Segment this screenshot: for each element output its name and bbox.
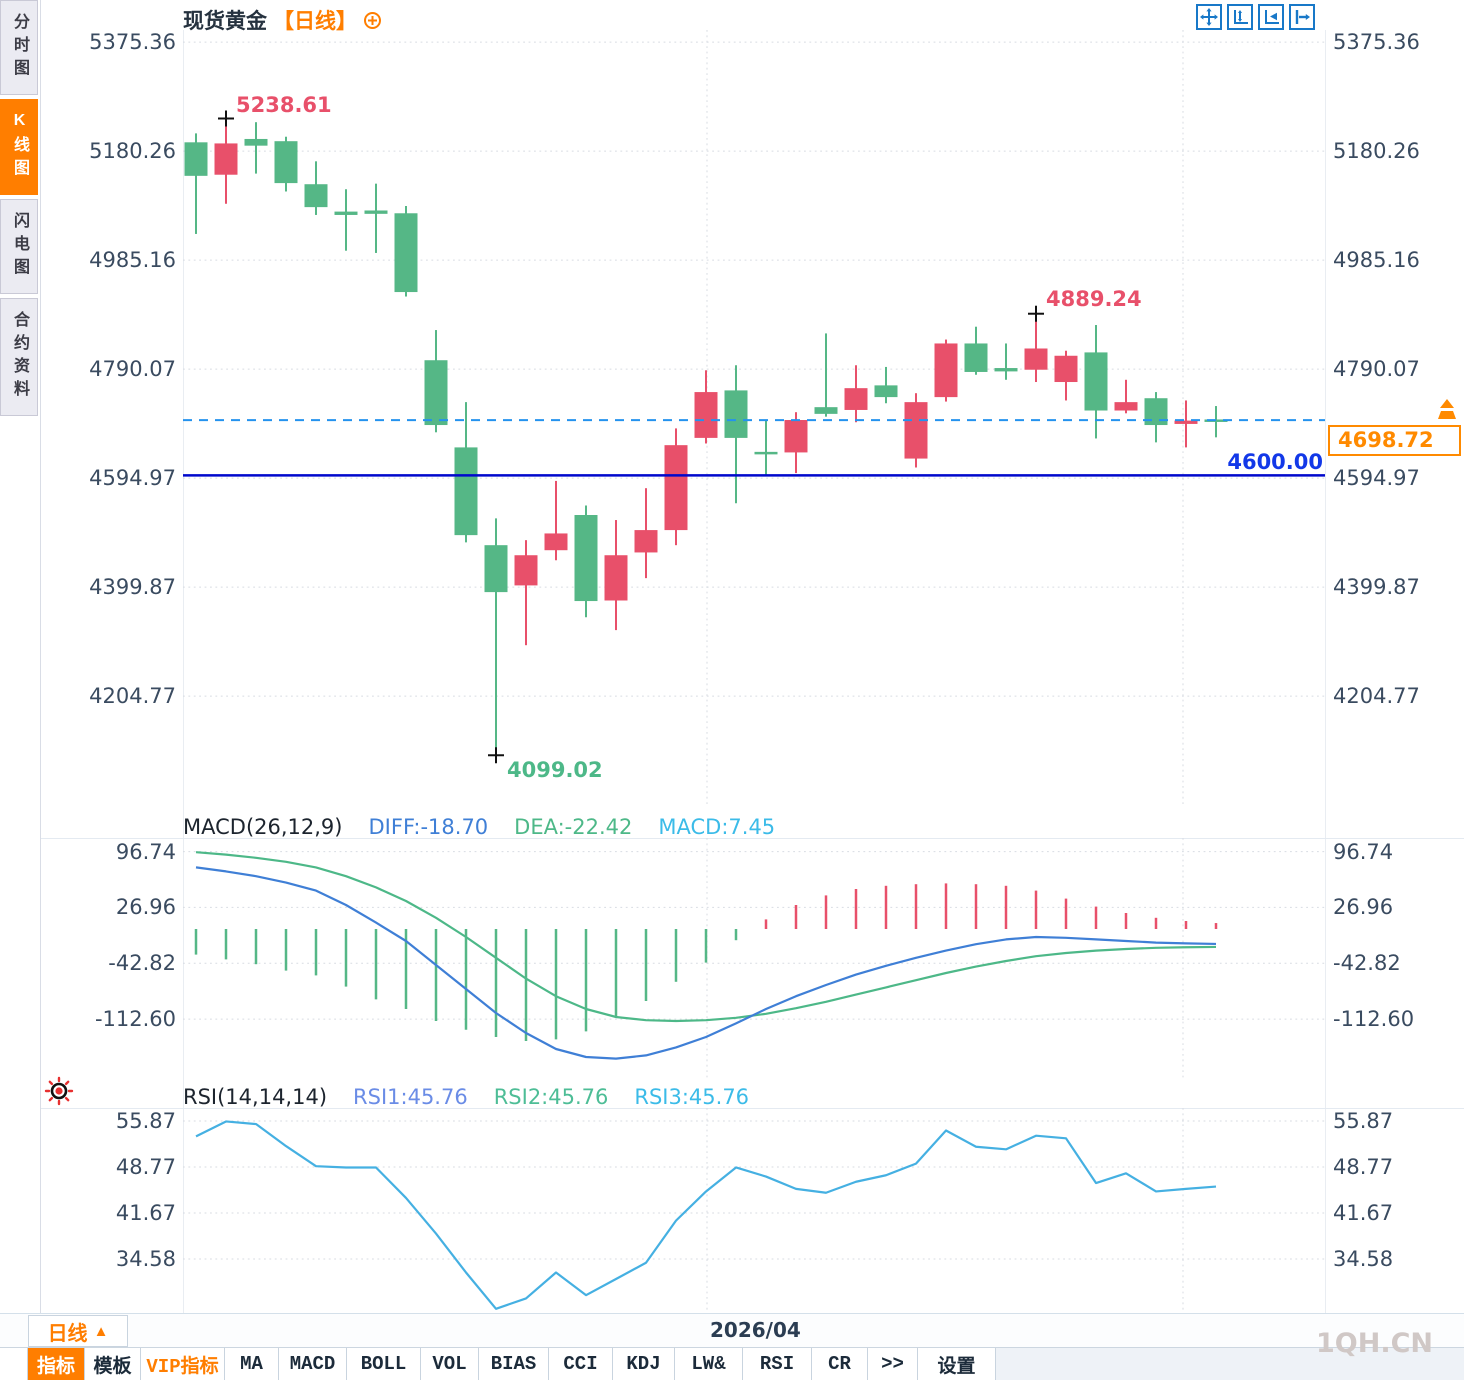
axis-tick-label: 26.96 — [1333, 895, 1394, 920]
support-line-label: 4600.00 — [1227, 450, 1323, 474]
axis-tick-label: 4594.97 — [89, 466, 176, 491]
axis-tick-label: -42.82 — [108, 951, 176, 976]
alert-beacon-icon[interactable] — [43, 1075, 75, 1112]
axis-tick-label: 4204.77 — [1333, 684, 1420, 709]
tab-VIP指标[interactable]: VIP指标 — [141, 1348, 225, 1380]
sidebar-item-1[interactable]: K线图 — [0, 99, 38, 195]
price-arrow-up-icon — [1436, 398, 1458, 427]
last-price-tag[interactable]: 4698.72 — [1328, 425, 1461, 456]
axis-tick-label: 4594.97 — [1333, 466, 1420, 491]
tab-VOL[interactable]: VOL — [421, 1348, 479, 1380]
axis-tick-label: 4399.87 — [89, 575, 176, 600]
axis-tick-label: 5375.36 — [1333, 30, 1420, 55]
tab-BIAS[interactable]: BIAS — [479, 1348, 549, 1380]
tab-指标[interactable]: 指标 — [28, 1348, 85, 1380]
tab-RSI[interactable]: RSI — [743, 1348, 812, 1380]
macd-panel-separator — [40, 838, 1464, 839]
macd-chart[interactable] — [183, 838, 1325, 1078]
price-axis-left: 5375.36 5180.26 4985.16 4790.07 4594.97 4399.… — [40, 0, 176, 1313]
period-tag: 【日线】 — [273, 10, 357, 33]
macd-macd-value: MACD:7.45 — [658, 815, 776, 839]
tab-LW&[interactable]: LW& — [675, 1348, 743, 1380]
axis-tick-label: 96.74 — [115, 839, 176, 864]
axis-tick-label: 96.74 — [1333, 839, 1394, 864]
rsi1-value: RSI1:45.76 — [353, 1085, 468, 1109]
axis-tick-label: 4204.77 — [89, 684, 176, 709]
tab->>[interactable]: >> — [868, 1348, 918, 1380]
axis-tick-label: 4399.87 — [1333, 575, 1420, 600]
macd-header: MACD(26,12,9) DIFF:-18.70 DEA:-22.42 MAC… — [183, 815, 775, 839]
axis-tick-label: 41.67 — [1333, 1201, 1394, 1226]
tab-MA[interactable]: MA — [225, 1348, 279, 1380]
sidebar-item-3[interactable]: 合约资料 — [0, 298, 38, 416]
tab-KDJ[interactable]: KDJ — [613, 1348, 675, 1380]
period-selector-button[interactable]: 日线 ▲ — [28, 1315, 128, 1347]
tab-模板[interactable]: 模板 — [85, 1348, 141, 1380]
watermark: 1QH.CN — [1316, 1328, 1434, 1359]
tab-设置[interactable]: 设置 — [918, 1348, 996, 1380]
tab-CCI[interactable]: CCI — [549, 1348, 613, 1380]
triangle-up-icon: ▲ — [93, 1322, 109, 1340]
axis-tick-label: 34.58 — [115, 1247, 176, 1271]
axis-tick-label: 4790.07 — [1333, 357, 1420, 382]
low-price-annotation: 4099.02 — [507, 758, 603, 782]
macd-diff-value: DIFF:-18.70 — [368, 815, 489, 839]
symbol-title: 现货黄金 — [183, 10, 267, 33]
axis-tick-label: 34.58 — [1333, 1247, 1394, 1271]
zoom-y-axis-icon[interactable] — [1258, 4, 1284, 30]
axis-tick-label: -42.82 — [1333, 951, 1401, 976]
secondary-high-annotation: 4889.24 — [1046, 287, 1142, 311]
high-price-annotation: 5238.61 — [236, 93, 332, 117]
plot-right-border — [1325, 30, 1326, 1313]
rsi-header: RSI(14,14,14) RSI1:45.76 RSI2:45.76 RSI3… — [183, 1085, 749, 1109]
axis-tick-label: 4985.16 — [1333, 248, 1420, 273]
plot-left-border — [183, 30, 184, 1313]
axis-tick-label: 4790.07 — [89, 357, 176, 382]
sidebar-item-0[interactable]: 分时图 — [0, 0, 38, 95]
circled-plus-icon[interactable] — [363, 11, 382, 30]
candlestick-chart[interactable] — [183, 30, 1325, 805]
price-axis-right: 5375.36 5180.26 4985.16 4790.07 4594.97 4399.… — [1333, 0, 1463, 1313]
axis-tick-label: 48.77 — [115, 1155, 176, 1180]
period-selector-label: 日线 — [47, 1322, 88, 1345]
macd-dea-value: DEA:-22.42 — [514, 815, 633, 839]
axis-tick-label: -112.60 — [94, 1007, 176, 1032]
rsi-title: RSI(14,14,14) — [183, 1085, 328, 1109]
macd-title: MACD(26,12,9) — [183, 815, 343, 839]
tab-BOLL[interactable]: BOLL — [347, 1348, 421, 1380]
axis-tick-label: 5180.26 — [1333, 139, 1420, 164]
tab-CR[interactable]: CR — [812, 1348, 868, 1380]
indicator-tab-bar: 指标 模板 VIP指标 MA MACD BOLL VOL BIAS CCI KDJ LW& RSI CR… — [0, 1347, 1464, 1380]
axis-tick-label: 55.87 — [115, 1109, 176, 1133]
axis-tick-label: 5180.26 — [89, 139, 176, 164]
axis-tick-label: -112.60 — [1333, 1007, 1415, 1032]
x-axis-date-label: 2026/04 — [710, 1318, 801, 1342]
axis-tick-label: 48.77 — [1333, 1155, 1394, 1180]
sidebar-item-2[interactable]: 闪电图 — [0, 199, 38, 294]
chart-toolbar — [1196, 4, 1315, 30]
rsi-chart[interactable] — [183, 1108, 1325, 1313]
axis-tick-label: 4985.16 — [89, 248, 176, 273]
axis-tick-label: 55.87 — [1333, 1109, 1394, 1133]
zoom-x-axis-icon[interactable] — [1227, 4, 1253, 30]
axis-tick-label: 41.67 — [115, 1201, 176, 1226]
axis-tick-label: 26.96 — [115, 895, 176, 920]
pan-right-icon[interactable] — [1289, 4, 1315, 30]
pan-move-icon[interactable] — [1196, 4, 1222, 30]
rsi3-value: RSI3:45.76 — [634, 1085, 750, 1109]
axis-tick-label: 5375.36 — [89, 30, 176, 55]
chart-title-row: 现货黄金 【日线】 — [183, 6, 382, 34]
period-strip: 日线 ▲ 2026/04 — [0, 1313, 1464, 1347]
sidebar: 分时图 K线图闪电图合约资料 — [0, 0, 41, 1313]
tab-bar-stub — [0, 1348, 28, 1380]
rsi2-value: RSI2:45.76 — [493, 1085, 609, 1109]
tab-MACD[interactable]: MACD — [279, 1348, 347, 1380]
rsi-panel-separator — [40, 1108, 1464, 1109]
